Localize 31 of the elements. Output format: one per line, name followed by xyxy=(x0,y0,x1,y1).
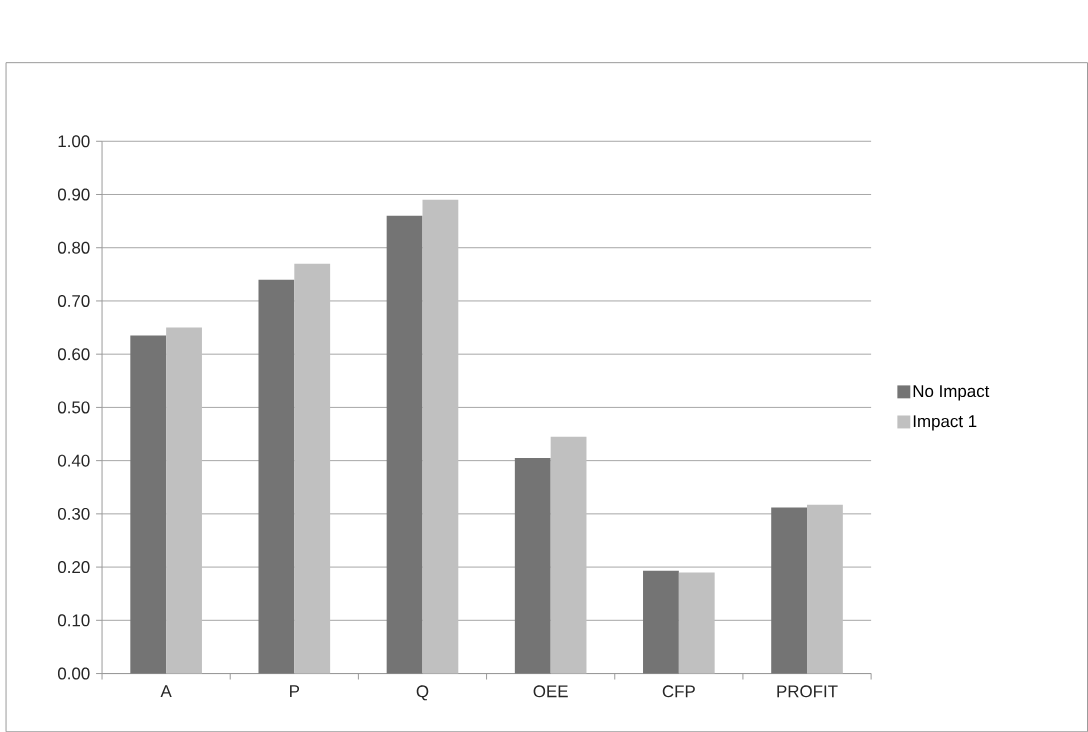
x-tick-label: CFP xyxy=(662,685,695,698)
x-tick-label: P xyxy=(290,685,300,697)
legend-label: Impact 1 xyxy=(913,415,977,431)
bar xyxy=(807,504,843,674)
bar xyxy=(294,263,331,674)
x-tick-label: Q xyxy=(416,685,429,701)
legend-label: No Impact xyxy=(913,385,990,401)
y-tick-label: 0.90 xyxy=(57,188,90,201)
bar xyxy=(678,572,715,674)
bar xyxy=(422,199,459,674)
y-tick-label: 0.60 xyxy=(57,348,90,361)
x-tick-label: OEE xyxy=(533,685,568,698)
bar xyxy=(386,215,423,674)
y-tick-label: 0.30 xyxy=(57,507,90,520)
y-tick-label: 0.80 xyxy=(57,241,90,254)
bar xyxy=(771,507,808,674)
bar xyxy=(550,436,587,674)
y-tick-label: 0.20 xyxy=(57,560,90,573)
bar xyxy=(643,570,679,674)
x-tick-label: PROFIT xyxy=(777,685,838,698)
y-tick-label: 0.50 xyxy=(57,401,90,414)
bar xyxy=(130,335,167,674)
bar xyxy=(514,457,551,674)
y-tick-label: 0.70 xyxy=(57,294,90,307)
bar xyxy=(258,279,295,674)
y-tick-label: 0.10 xyxy=(57,614,90,627)
y-tick-label: 1.00 xyxy=(58,135,90,148)
y-tick-label: 0.40 xyxy=(57,454,90,467)
x-tick-label: A xyxy=(160,685,172,697)
bar xyxy=(166,327,202,674)
y-tick-label: 0.00 xyxy=(57,667,90,680)
